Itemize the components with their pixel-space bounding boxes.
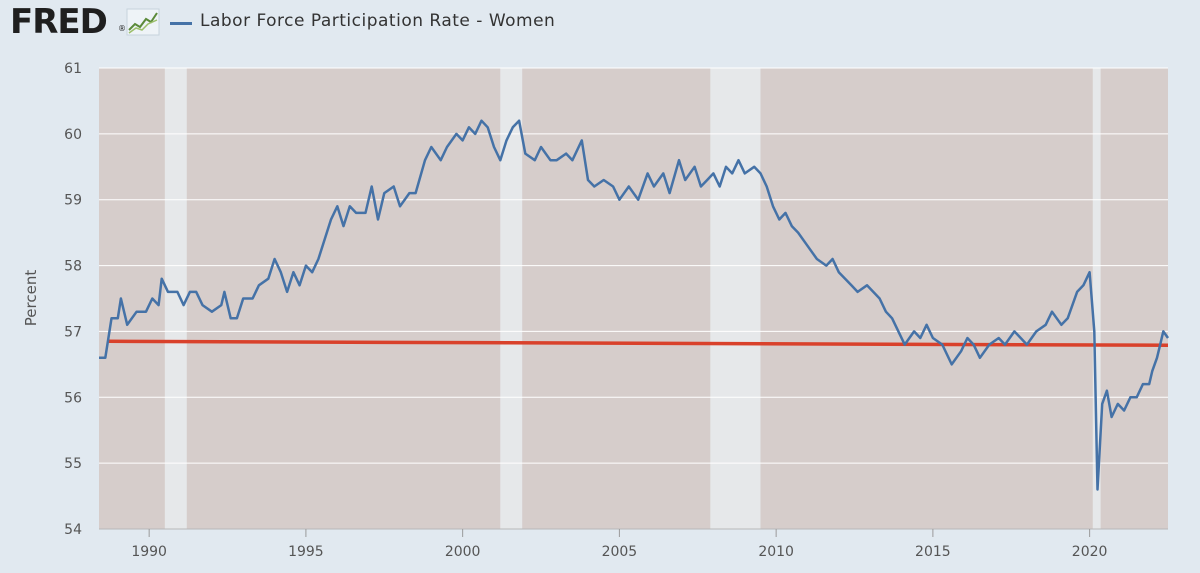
y-axis-label: Percent	[22, 270, 40, 327]
fred-logo[interactable]: FRED	[10, 2, 108, 42]
y-tick-label: 58	[64, 259, 82, 275]
x-tick-label: 2000	[445, 544, 481, 560]
x-tick-label: 2005	[602, 544, 638, 560]
y-tick-label: 60	[64, 127, 82, 143]
x-axis: 1990 1995 2000 2005 2010 2015 2020	[99, 528, 1168, 560]
recession-shading	[99, 68, 1168, 529]
recession-band	[710, 68, 761, 529]
legend-label: Labor Force Participation Rate - Women	[200, 11, 556, 31]
y-axis: 54 55 56 57 58 59 60 61	[64, 61, 82, 538]
series-line	[99, 119, 1170, 491]
header: FRED ® Labor Force Participation Rate - …	[0, 0, 1200, 50]
y-tick-label: 57	[64, 324, 82, 340]
y-tick-label: 54	[64, 522, 82, 538]
recession-band	[500, 68, 523, 529]
recession-band	[1092, 68, 1101, 529]
registered-mark: ®	[118, 24, 126, 33]
x-tick-label: 2020	[1072, 544, 1108, 560]
plot-background	[99, 68, 1168, 529]
x-tick-label: 1995	[288, 544, 324, 560]
recession-band	[164, 68, 187, 529]
y-tick-label: 61	[64, 61, 82, 77]
line-chart-icon	[126, 8, 160, 36]
x-tick-label: 2015	[915, 544, 951, 560]
legend-swatch	[170, 22, 192, 25]
y-tick-label: 55	[64, 456, 82, 472]
y-tick-label: 59	[64, 193, 82, 209]
series-line	[99, 119, 1170, 491]
y-tick-label: 56	[64, 390, 82, 406]
x-tick-label: 2010	[758, 544, 794, 560]
x-tick-label: 1990	[131, 544, 167, 560]
